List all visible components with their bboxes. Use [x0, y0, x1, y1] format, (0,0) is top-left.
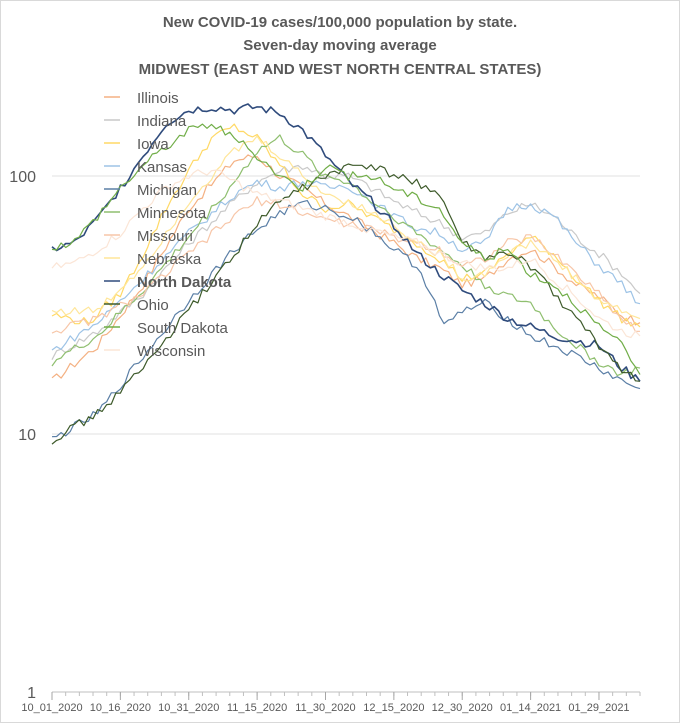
legend-label: Illinois — [137, 90, 179, 107]
legend-label: Minnesota — [137, 205, 207, 222]
y-tick-label: 10 — [18, 427, 36, 444]
legend-label: North Dakota — [137, 274, 232, 291]
x-tick-label: 11_15_2020 — [227, 702, 287, 714]
x-tick-label: 12_15_2020 — [363, 702, 424, 714]
y-tick-label: 1 — [27, 685, 36, 702]
legend-label: Michigan — [137, 182, 197, 199]
x-tick-label: 01_29_2021 — [568, 702, 629, 714]
chart-title-line: MIDWEST (EAST AND WEST NORTH CENTRAL STA… — [139, 61, 542, 78]
chart-title: New COVID-19 cases/100,000 population by… — [139, 14, 542, 78]
x-tick-label: 11_30_2020 — [295, 702, 355, 714]
legend-label: Wisconsin — [137, 343, 205, 360]
legend-label: Nebraska — [137, 251, 202, 268]
series-line-missouri — [51, 196, 641, 334]
legend-label: Ohio — [137, 297, 169, 314]
series-line-wisconsin — [51, 169, 641, 339]
series-line-ohio — [51, 163, 641, 445]
legend-label: South Dakota — [137, 320, 229, 337]
x-tick-label: 10_01_2020 — [21, 702, 82, 714]
legend-label: Missouri — [137, 228, 193, 245]
series-lines — [51, 103, 641, 445]
legend: Illinois Indiana Iowa Kansas Michigan Minneso… — [104, 90, 232, 360]
y-axis: 1 10 100 — [9, 169, 36, 702]
legend-label: Kansas — [137, 159, 187, 176]
series-line-minnesota — [51, 134, 641, 377]
series-line-kansas — [51, 179, 641, 351]
chart-title-line: Seven-day moving average — [243, 37, 436, 54]
x-tick-label: 10_16_2020 — [90, 702, 151, 714]
x-tick-label: 10_31_2020 — [158, 702, 219, 714]
series-line-south-dakota — [51, 123, 641, 375]
legend-label: Iowa — [137, 136, 169, 153]
chart-title-line: New COVID-19 cases/100,000 population by… — [163, 14, 517, 31]
legend-label: Indiana — [137, 113, 187, 130]
series-line-nebraska — [51, 135, 641, 320]
x-tick-label: 12_30_2020 — [432, 702, 493, 714]
series-line-michigan — [51, 200, 641, 438]
x-tick-label: 01_14_2021 — [500, 702, 561, 714]
x-axis: 10_01_2020 10_16_2020 10_31_2020 11_15_2020… — [21, 691, 641, 714]
y-tick-label: 100 — [9, 169, 36, 186]
